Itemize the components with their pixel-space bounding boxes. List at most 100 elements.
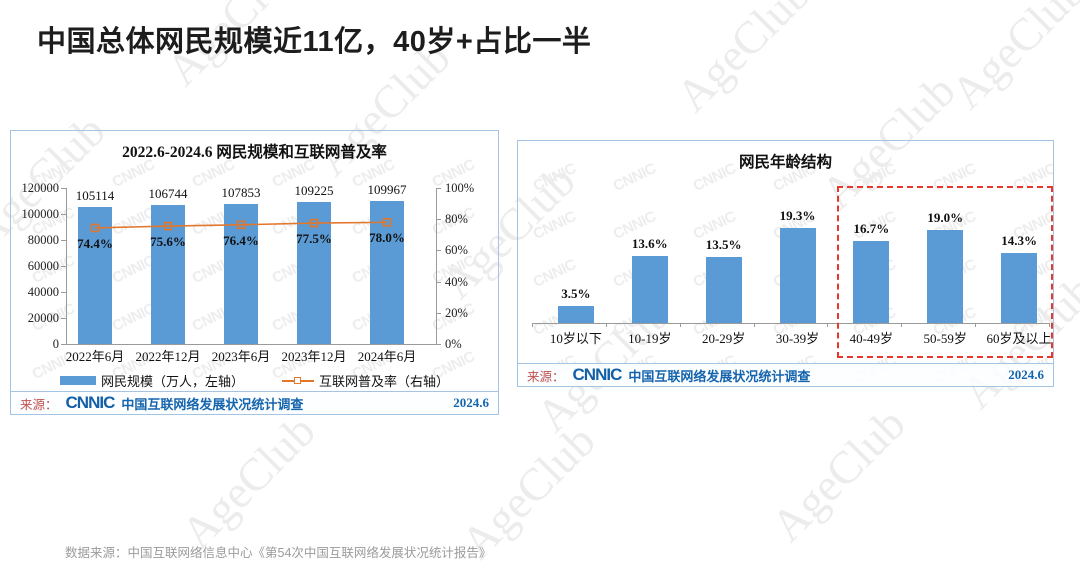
bar-value-label: 14.3%: [1001, 232, 1037, 248]
line-value-label: 75.6%: [150, 234, 186, 250]
x-axis-tick-mark: [753, 323, 755, 327]
highlight-40plus-box: [837, 186, 1053, 358]
x-axis-tick-mark: [532, 323, 533, 327]
x-axis-line: [66, 344, 436, 345]
x-axis-line: [532, 323, 1049, 324]
x-axis-tick-mark: [827, 323, 829, 327]
netizen-scale-chart: 120000 100000 80000 60000 40000 20000 0 100% 80%…: [11, 131, 498, 414]
data-source-footnote: 数据来源：中国互联网络信息中心《第54次中国互联网络发展状况统计报告》: [65, 546, 492, 560]
x-category-label: 2022年6月: [65, 349, 125, 364]
left-axis-tick-mark: [61, 292, 66, 293]
x-category-label: 40-49岁: [849, 331, 894, 346]
x-category-label: 20-29岁: [701, 331, 746, 346]
bar: [297, 202, 331, 344]
bar: [1001, 252, 1038, 323]
right-axis-tick-label: 60%: [445, 243, 468, 258]
x-category-label: 50-59岁: [923, 331, 967, 346]
bar: [853, 241, 890, 323]
line-value-label: 77.5%: [296, 231, 332, 247]
left-axis-tick-mark: [61, 188, 66, 189]
x-category-label: 2024年6月: [357, 349, 417, 364]
bar: [631, 256, 668, 323]
bar-value-label: 16.7%: [853, 221, 890, 237]
x-category-label: 60岁及以上: [986, 331, 1052, 346]
bar-value-label: 13.6%: [631, 236, 668, 252]
bar-value-label: 106744: [148, 186, 188, 202]
source-label: 来源：: [527, 369, 565, 384]
x-axis-tick-mark: [605, 323, 607, 327]
chart-title-age-structure: 网民年龄结构: [738, 154, 832, 171]
right-axis-tick-mark: [436, 344, 441, 345]
left-axis-tick-mark: [61, 240, 66, 241]
x-axis-tick-mark: [975, 323, 977, 327]
line-value-label: 76.4%: [223, 232, 259, 248]
left-axis-tick-mark: [61, 318, 66, 319]
left-axis-tick-label: 60000: [27, 259, 59, 273]
left-axis-tick-label: 0: [52, 337, 59, 351]
bar-value-label: 109967: [367, 182, 407, 198]
left-axis-tick-mark: [61, 214, 66, 215]
chart-panel-age-structure: CNNIC CNNIC CNNIC CNNIC CNNIC CNNIC CNNIC CNNIC…: [517, 140, 1054, 387]
legend-bar-label: 网民规模（万人，左轴）: [100, 374, 244, 389]
page-title: 中国总体网民规模近11亿，40岁+占比一半: [37, 26, 592, 58]
right-axis-tick-mark: [436, 188, 441, 189]
left-axis-tick-label: 100000: [21, 207, 60, 221]
left-axis-line: [66, 188, 67, 344]
line-value-label: 78.0%: [369, 230, 405, 246]
x-category-label: 2022年12月: [135, 349, 201, 364]
source-bar: 来源： CNNIC 中国互联网络发展状况统计调查 2024.6: [11, 391, 498, 414]
bar: [779, 228, 816, 323]
x-category-label: 10岁以下: [549, 331, 602, 346]
chart-title-netizen-scale: 2022.6-2024.6 网民规模和互联网普及率: [122, 144, 387, 161]
right-axis-tick-mark: [436, 219, 441, 221]
line-swatch-icon: [282, 376, 314, 384]
x-axis-tick-mark: [901, 323, 903, 327]
ageclub-watermark: AgeClub: [666, 0, 820, 122]
right-axis-tick-label: 0%: [445, 337, 462, 351]
bar-value-label: 19.3%: [779, 208, 816, 224]
bar: [370, 201, 404, 344]
left-axis-tick-mark: [61, 266, 66, 267]
x-category-label: 2023年12月: [281, 349, 347, 364]
bar: [557, 305, 594, 323]
bar-swatch-icon: [59, 376, 96, 385]
right-axis-tick-mark: [436, 250, 441, 252]
bar-value-label: 19.0%: [927, 209, 964, 225]
bar-value-label: 109225: [294, 183, 334, 198]
x-axis-tick-mark: [679, 323, 681, 327]
bar: [224, 203, 258, 344]
bar: [151, 205, 185, 344]
legend-item-bar: 网民规模（万人，左轴）: [59, 371, 244, 390]
x-axis-tick-mark: [1049, 323, 1050, 327]
age-structure-chart: 3.5% 10岁以下 13.6% 10-19岁 13.5% 20-29岁 19.3% 30-3…: [518, 141, 1053, 386]
source-bar: 来源： CNNIC 中国互联网络发展状况统计调查 2024.6: [518, 363, 1053, 386]
source-date: 2024.6: [453, 395, 489, 410]
chart-panel-netizen-scale: CNNIC CNNIC CNNIC CNNIC CNNIC CNNIC CNNIC CNNIC…: [10, 130, 499, 415]
legend-line-label: 互联网普及率（右轴）: [319, 374, 450, 389]
x-category-label: 10-19岁: [628, 331, 672, 346]
right-axis-tick-label: 40%: [445, 274, 468, 289]
left-axis-tick-mark: [61, 344, 66, 345]
x-category-label: 2023年6月: [211, 349, 271, 364]
right-axis-tick-label: 20%: [445, 305, 468, 320]
ageclub-watermark: AgeClub: [171, 404, 325, 559]
line-marker-icon: [294, 376, 301, 384]
source-date: 2024.6: [1008, 367, 1044, 382]
chart-legend: 网民规模（万人，左轴） 互联网普及率（右轴）: [11, 371, 498, 390]
source-label: 来源：: [20, 397, 58, 412]
cnnic-logo: CNNIC: [572, 365, 623, 384]
right-axis-line: [436, 188, 437, 344]
bar: [705, 256, 742, 323]
x-category-label: 30-39岁: [775, 331, 820, 346]
legend-item-line: 互联网普及率（右轴）: [282, 371, 449, 390]
left-axis-tick-label: 20000: [27, 311, 59, 325]
left-axis-tick-label: 40000: [27, 285, 59, 299]
bar-value-label: 3.5%: [561, 285, 591, 301]
right-axis-tick-label: 100%: [445, 181, 475, 195]
source-text: 中国互联网络发展状况统计调查: [121, 396, 304, 412]
left-axis-tick-label: 120000: [21, 181, 60, 195]
ageclub-watermark: AgeClub: [761, 397, 915, 552]
left-axis-tick-label: 80000: [27, 233, 59, 247]
bar: [78, 207, 112, 344]
